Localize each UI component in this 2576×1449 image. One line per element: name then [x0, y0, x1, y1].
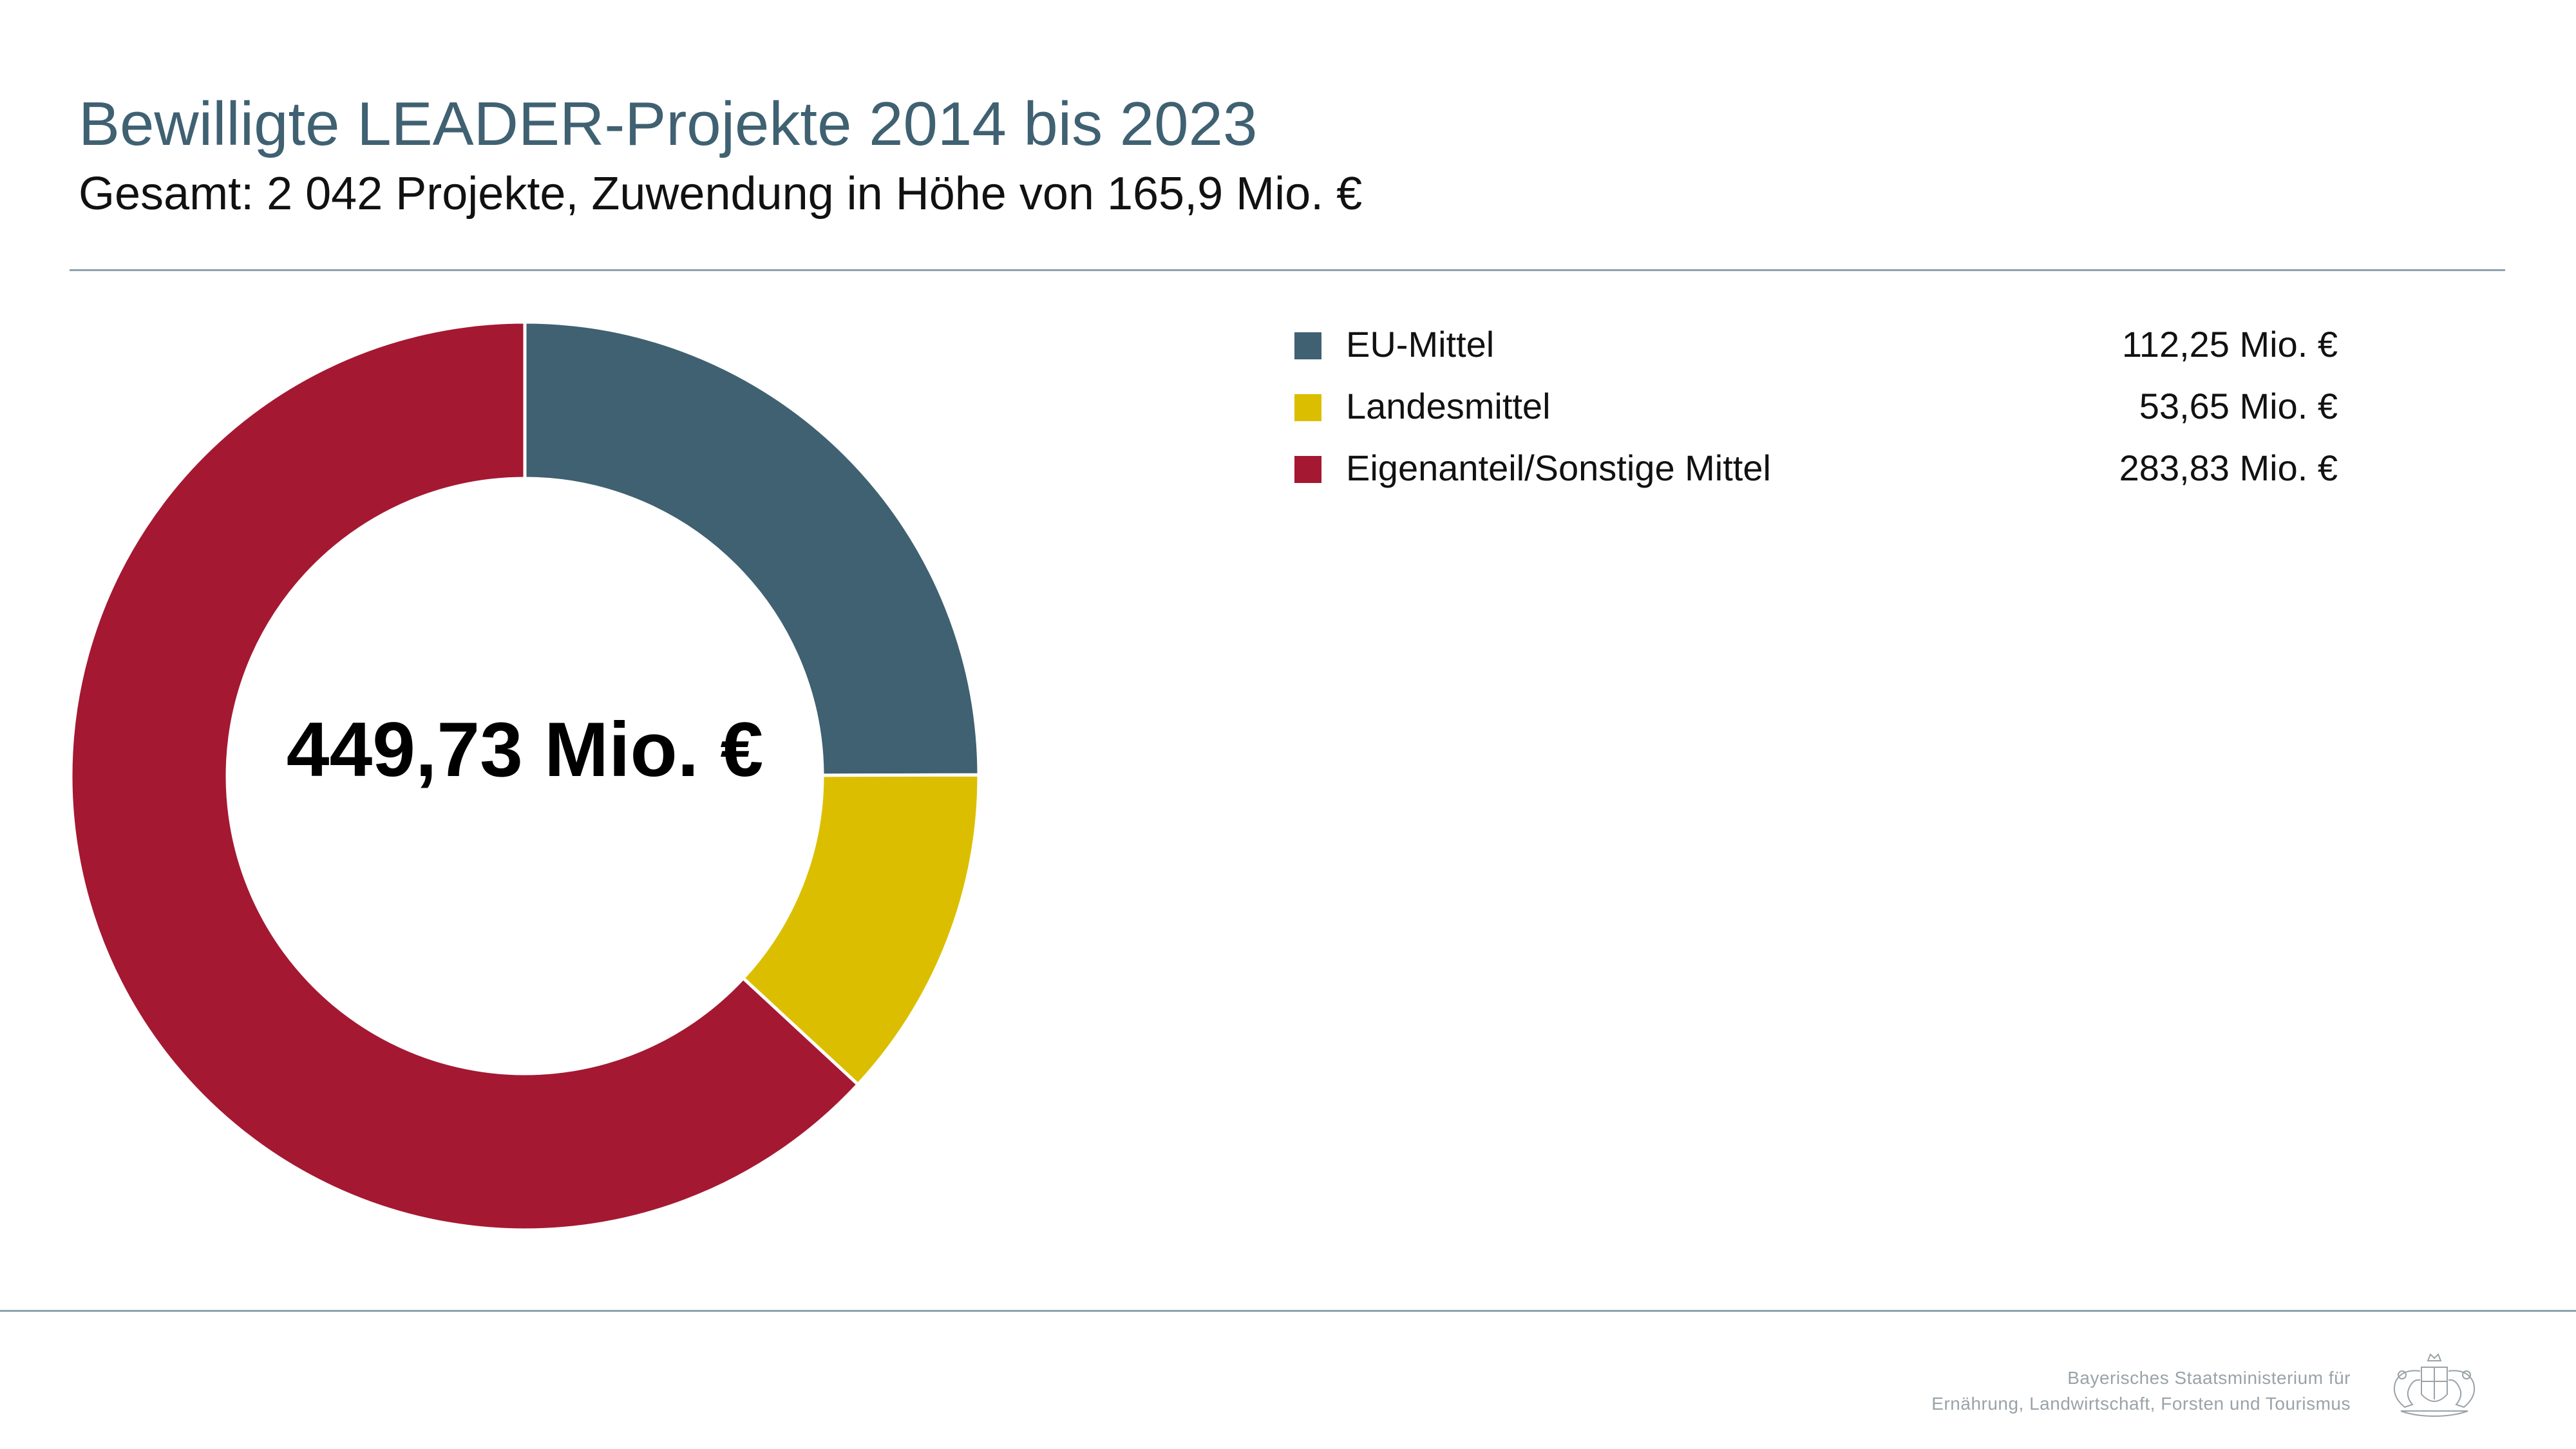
page-subtitle: Gesamt: 2 042 Projekte, Zuwendung in Höh…: [79, 168, 1363, 220]
legend-swatch: [1294, 394, 1321, 421]
header-divider: [70, 269, 2505, 271]
donut-slices: [69, 320, 981, 1232]
legend-item-eu-mittel: EU-Mittel 112,25 Mio. €: [1294, 316, 2338, 377]
legend-swatch: [1294, 456, 1321, 483]
legend-item-eigenanteil: Eigenanteil/Sonstige Mittel 283,83 Mio. …: [1294, 439, 2338, 501]
donut-slice-eu-mittel: [523, 320, 981, 777]
ministry-name-line-1: Bayerisches Staatsministerium für: [2067, 1368, 2351, 1388]
legend-label: EU-Mittel: [1346, 324, 1495, 365]
ministry-name: Bayerisches Staatsministerium für Ernähr…: [1931, 1365, 2351, 1417]
legend-swatch: [1294, 332, 1321, 359]
legend-value: 53,65 Mio. €: [2139, 386, 2338, 426]
bavarian-coat-of-arms-icon: [2393, 1353, 2476, 1417]
legend-value: 112,25 Mio. €: [2121, 324, 2338, 365]
legend-item-landesmittel: Landesmittel 53,65 Mio. €: [1294, 377, 2338, 439]
ministry-name-line-2: Ernährung, Landwirtschaft, Forsten und T…: [1931, 1394, 2351, 1414]
legend-label: Landesmittel: [1346, 386, 1551, 426]
page-title: Bewilligte LEADER-Projekte 2014 bis 2023: [79, 90, 1258, 158]
legend-label: Eigenanteil/Sonstige Mittel: [1346, 448, 1771, 488]
donut-center-total: 449,73 Mio. €: [287, 706, 763, 793]
donut-slice-eigenanteil-sonstige-mittel: [69, 320, 860, 1232]
chart-legend: EU-Mittel 112,25 Mio. € Landesmittel 53,…: [1294, 316, 2338, 501]
footer-divider: [0, 1310, 2576, 1312]
legend-value: 283,83 Mio. €: [2119, 448, 2338, 488]
